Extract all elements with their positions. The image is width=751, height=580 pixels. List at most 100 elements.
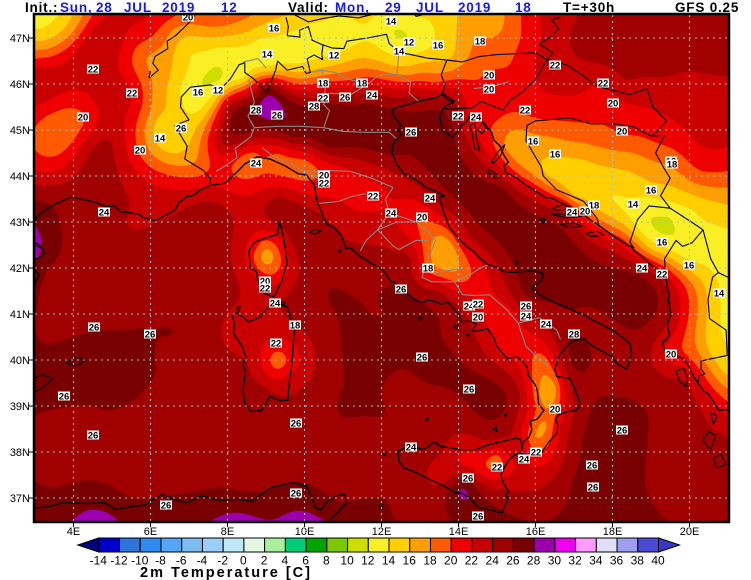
svg-text:28: 28 (569, 329, 580, 340)
svg-text:20: 20 (473, 312, 484, 323)
svg-text:24: 24 (541, 319, 552, 330)
svg-text:2m Temperature [C]: 2m Temperature [C] (140, 565, 312, 580)
svg-text:24: 24 (99, 207, 110, 218)
svg-text:42N: 42N (10, 263, 30, 275)
svg-text:0: 0 (240, 554, 247, 568)
svg-text:46N: 46N (10, 79, 30, 91)
svg-text:14: 14 (386, 16, 397, 27)
svg-text:16: 16 (403, 554, 417, 568)
svg-text:26: 26 (406, 127, 417, 138)
svg-text:20: 20 (550, 404, 561, 415)
svg-text:34: 34 (589, 554, 603, 568)
svg-text:18: 18 (423, 263, 434, 274)
svg-text:22: 22 (319, 178, 330, 189)
svg-text:12: 12 (329, 50, 340, 61)
svg-text:26: 26 (291, 418, 302, 429)
svg-text:24: 24 (486, 554, 500, 568)
svg-text:26: 26 (464, 384, 475, 395)
svg-text:26: 26 (291, 488, 302, 499)
svg-text:12: 12 (404, 37, 415, 48)
svg-text:-8: -8 (155, 554, 166, 568)
svg-text:6E: 6E (144, 526, 157, 538)
svg-text:-6: -6 (176, 554, 187, 568)
svg-text:36: 36 (610, 554, 624, 568)
svg-text:26: 26 (417, 352, 428, 363)
svg-text:38N: 38N (10, 447, 30, 459)
svg-text:26: 26 (521, 301, 532, 312)
svg-text:20: 20 (608, 98, 619, 109)
svg-text:Init.:: Init.: (25, 0, 58, 15)
svg-text:20: 20 (580, 206, 591, 217)
svg-text:JUL: JUL (124, 0, 152, 15)
svg-text:18: 18 (667, 159, 678, 170)
svg-text:-14: -14 (90, 554, 108, 568)
svg-text:18: 18 (515, 0, 532, 15)
svg-text:22: 22 (531, 447, 542, 458)
svg-text:38: 38 (631, 554, 645, 568)
svg-text:40: 40 (651, 554, 665, 568)
svg-text:18: 18 (357, 78, 368, 89)
svg-text:16: 16 (646, 185, 657, 196)
svg-text:26: 26 (587, 460, 598, 471)
svg-text:26: 26 (89, 322, 100, 333)
svg-text:24: 24 (367, 90, 378, 101)
svg-text:24: 24 (425, 193, 436, 204)
svg-text:20: 20 (444, 554, 458, 568)
svg-text:14E: 14E (449, 526, 469, 538)
svg-text:18E: 18E (603, 526, 623, 538)
svg-text:37N: 37N (10, 493, 30, 505)
svg-text:22: 22 (520, 105, 531, 116)
svg-text:8E: 8E (221, 526, 234, 538)
svg-text:22: 22 (465, 554, 479, 568)
svg-text:16: 16 (684, 260, 695, 271)
svg-text:12: 12 (213, 85, 224, 96)
svg-text:Sun,: Sun, (60, 0, 92, 15)
svg-text:14: 14 (394, 46, 405, 57)
svg-text:12: 12 (361, 554, 375, 568)
svg-text:-4: -4 (197, 554, 208, 568)
svg-text:22: 22 (657, 269, 668, 280)
svg-text:10E: 10E (295, 526, 315, 538)
svg-text:47N: 47N (10, 33, 30, 45)
svg-text:14: 14 (382, 554, 396, 568)
svg-text:26: 26 (617, 425, 628, 436)
svg-text:14: 14 (628, 199, 639, 210)
svg-text:30: 30 (548, 554, 562, 568)
svg-text:18: 18 (423, 554, 437, 568)
svg-text:-2: -2 (217, 554, 228, 568)
svg-text:14: 14 (262, 49, 273, 60)
svg-text:40N: 40N (10, 355, 30, 367)
svg-text:22: 22 (88, 64, 99, 75)
svg-text:22: 22 (318, 93, 329, 104)
svg-text:2: 2 (261, 554, 268, 568)
svg-text:24: 24 (406, 442, 417, 453)
svg-text:24: 24 (471, 112, 482, 123)
svg-text:28: 28 (309, 101, 320, 112)
svg-text:6: 6 (302, 554, 309, 568)
svg-text:24: 24 (464, 301, 475, 312)
svg-text:26: 26 (145, 329, 156, 340)
svg-text:26: 26 (396, 284, 407, 295)
svg-text:22: 22 (368, 191, 379, 202)
svg-text:26: 26 (88, 430, 99, 441)
svg-text:26: 26 (176, 123, 187, 134)
svg-text:26: 26 (506, 554, 520, 568)
svg-text:T=+30h: T=+30h (563, 0, 615, 15)
svg-text:12: 12 (221, 0, 238, 15)
svg-text:16: 16 (550, 149, 561, 160)
svg-text:24: 24 (270, 298, 281, 309)
svg-text:20: 20 (183, 12, 194, 23)
svg-text:24: 24 (519, 454, 530, 465)
svg-text:12E: 12E (372, 526, 392, 538)
svg-text:22: 22 (453, 111, 464, 122)
svg-text:2019: 2019 (162, 0, 195, 15)
svg-text:18: 18 (318, 78, 329, 89)
svg-text:26: 26 (588, 482, 599, 493)
svg-text:26: 26 (59, 391, 70, 402)
svg-text:Valid:: Valid: (288, 0, 329, 15)
svg-text:20: 20 (135, 145, 146, 156)
svg-text:24: 24 (521, 311, 532, 322)
svg-text:22: 22 (271, 338, 282, 349)
svg-text:43N: 43N (10, 217, 30, 229)
svg-text:2019: 2019 (458, 0, 491, 15)
